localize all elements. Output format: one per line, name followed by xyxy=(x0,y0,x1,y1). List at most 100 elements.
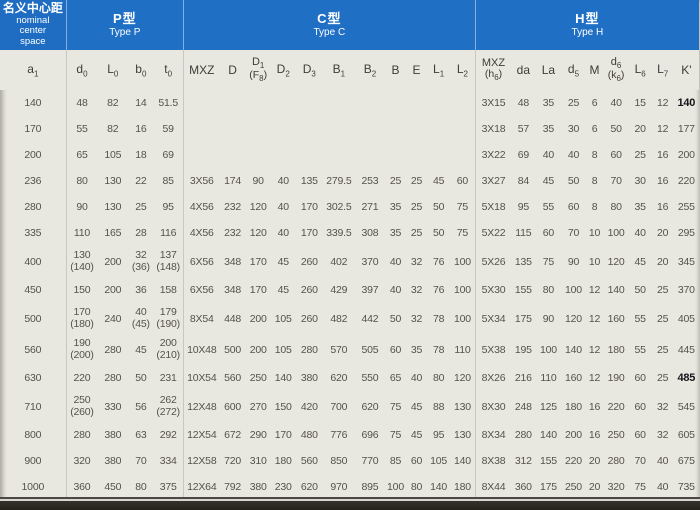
cell: 220 xyxy=(677,175,695,187)
cell: 40 (45) xyxy=(131,306,150,330)
cell: 120 xyxy=(607,255,625,268)
col-symbol-19: d5 xyxy=(561,50,586,90)
col-symbol-12: B xyxy=(384,50,407,90)
cell: 55 xyxy=(634,312,646,325)
cell xyxy=(450,90,476,116)
cell: 40 xyxy=(634,227,646,239)
cell: 12X54 xyxy=(187,429,217,441)
cell: 190 (200) xyxy=(70,337,94,361)
cell: 60 xyxy=(567,201,580,213)
cell: 200 xyxy=(677,149,695,161)
cell: 65 xyxy=(389,372,402,384)
table-row: 800 280 380 63 292 12X54 672 290 170 480 776 696 75 4… xyxy=(0,422,699,448)
cell: 970 xyxy=(330,481,348,493)
cell: 70 xyxy=(634,455,646,467)
cell xyxy=(427,142,450,168)
cell: 800 xyxy=(0,422,67,448)
cell: 240 xyxy=(104,312,122,325)
cell xyxy=(450,142,476,168)
cell: 140 xyxy=(607,284,625,296)
cell: 100 xyxy=(450,303,476,334)
group-header-row: 名义中心距 nominal center space P型 Type P C型 … xyxy=(0,0,699,50)
cell: 80 xyxy=(135,481,147,493)
cell: 12 xyxy=(588,372,601,384)
type-p-group-header: P型 Type P xyxy=(66,0,184,50)
cell: 28 xyxy=(135,227,147,239)
cell: 80 xyxy=(76,175,88,187)
cell: 16 xyxy=(588,429,601,441)
cell: 100 xyxy=(607,227,625,239)
cell: 63 xyxy=(135,429,147,441)
col-symbol-21: d6 (k6) xyxy=(603,50,629,90)
cell: 130 xyxy=(104,175,122,187)
cell xyxy=(450,116,476,142)
cell: 334 xyxy=(153,448,184,474)
cell: 100 xyxy=(450,277,476,303)
cell: 90 xyxy=(542,312,555,325)
cell: 500 xyxy=(0,303,67,334)
cell: 792 xyxy=(224,481,242,493)
cell: 3X56 xyxy=(189,175,214,187)
cell: 279.5 xyxy=(326,175,352,187)
cell: 80 xyxy=(610,201,622,213)
cell: 25 xyxy=(410,201,423,213)
cell: 450 xyxy=(104,481,122,493)
cell: 200 (210) xyxy=(153,334,184,365)
cell: 895 xyxy=(361,481,379,493)
cell xyxy=(183,90,219,116)
cell: 500 xyxy=(224,343,242,356)
cell: 57 xyxy=(517,123,529,135)
cell: 310 xyxy=(249,455,267,467)
cell: 600 xyxy=(224,400,242,413)
cell: 170 (180) xyxy=(70,306,94,330)
cell: 16 xyxy=(588,400,601,413)
cell: 330 xyxy=(104,400,122,413)
cell: 236 xyxy=(0,168,67,194)
cell: 59 xyxy=(153,116,184,142)
cell: 448 xyxy=(224,312,242,325)
cell: 8X38 xyxy=(481,455,506,467)
col-symbol-14: L1 xyxy=(427,50,451,90)
cell: 15 xyxy=(634,97,646,109)
cell: 60 xyxy=(389,343,402,356)
cell: 605 xyxy=(677,429,695,441)
cell: 105 xyxy=(274,312,292,325)
cell: 295 xyxy=(677,227,695,239)
cell: 48 xyxy=(76,97,88,109)
cell: 216 xyxy=(514,372,532,384)
cell: 80 xyxy=(432,372,445,384)
cell: 55 xyxy=(76,123,88,135)
cell: 505 xyxy=(361,343,379,356)
cell xyxy=(183,116,219,142)
cell: 75 xyxy=(542,255,555,268)
cell: 130 xyxy=(450,391,476,422)
cell: 5X22 xyxy=(481,227,506,239)
cell: 75 xyxy=(634,481,646,493)
cell: 90 xyxy=(567,255,580,268)
cell: 696 xyxy=(361,429,379,441)
cell: 280 xyxy=(607,455,625,467)
cell: 180 xyxy=(565,400,582,413)
cell: 56 xyxy=(135,400,147,413)
cell: 140 xyxy=(0,90,67,116)
cell: 70 xyxy=(135,455,147,467)
cell: 140 xyxy=(430,481,448,493)
col-symbol-0: a1 xyxy=(0,50,67,90)
cell: 12 xyxy=(588,284,601,296)
cell: 262 (272) xyxy=(153,391,184,422)
cell: 40 xyxy=(610,97,622,109)
cell: 200 xyxy=(249,343,267,356)
cell: 40 xyxy=(542,149,555,161)
cell xyxy=(220,142,246,168)
cell: 120 xyxy=(450,365,476,391)
cell: 60 xyxy=(610,149,622,161)
col-symbol-23: L7 xyxy=(651,50,674,90)
cell xyxy=(246,90,271,116)
cell: 25 xyxy=(567,97,580,109)
cell: 120 xyxy=(249,201,267,213)
col-symbol-10: B1 xyxy=(322,50,355,90)
cell: 545 xyxy=(677,400,695,413)
cell: 45 xyxy=(277,284,289,296)
cell: 75 xyxy=(389,429,402,441)
cell: 179 (190) xyxy=(153,303,184,334)
